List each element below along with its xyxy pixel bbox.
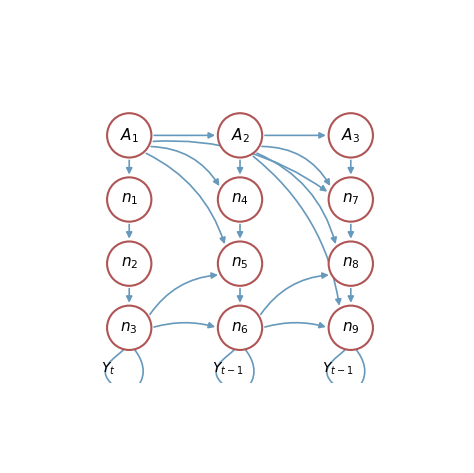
Text: $Y_{t-1}$: $Y_{t-1}$ <box>322 360 353 377</box>
FancyArrowPatch shape <box>154 133 213 138</box>
Text: $n_8$: $n_8$ <box>342 256 360 272</box>
FancyArrowPatch shape <box>237 224 243 237</box>
Text: $Y_{t-1}$: $Y_{t-1}$ <box>212 360 244 377</box>
Circle shape <box>107 306 151 350</box>
FancyArrowPatch shape <box>127 160 132 173</box>
FancyArrowPatch shape <box>154 323 213 328</box>
Text: $n_3$: $n_3$ <box>120 320 138 336</box>
Circle shape <box>107 177 151 222</box>
FancyArrowPatch shape <box>265 133 324 138</box>
Text: $n_6$: $n_6$ <box>231 320 249 336</box>
FancyArrowPatch shape <box>348 224 353 237</box>
FancyArrowPatch shape <box>262 147 329 184</box>
FancyArrowPatch shape <box>257 153 336 242</box>
Text: $n_4$: $n_4$ <box>231 192 249 207</box>
Circle shape <box>328 177 373 222</box>
Text: $n_2$: $n_2$ <box>120 256 138 272</box>
Text: $n_7$: $n_7$ <box>342 192 360 207</box>
Circle shape <box>107 113 151 158</box>
Circle shape <box>218 306 262 350</box>
FancyArrowPatch shape <box>265 323 324 328</box>
FancyArrowPatch shape <box>150 273 216 315</box>
Text: $A_1$: $A_1$ <box>120 126 139 145</box>
Circle shape <box>328 242 373 286</box>
Text: $n_9$: $n_9$ <box>342 320 360 336</box>
Text: $n_5$: $n_5$ <box>231 256 249 272</box>
FancyArrowPatch shape <box>348 160 353 173</box>
Circle shape <box>107 242 151 286</box>
Text: $Y_t$: $Y_t$ <box>101 360 116 377</box>
FancyArrowPatch shape <box>146 153 225 243</box>
FancyArrowPatch shape <box>253 156 341 304</box>
FancyArrowPatch shape <box>237 289 243 301</box>
FancyArrowPatch shape <box>261 273 327 315</box>
Circle shape <box>328 113 373 158</box>
FancyArrowPatch shape <box>127 289 132 301</box>
Text: $A_3$: $A_3$ <box>341 126 360 145</box>
FancyArrowPatch shape <box>237 160 243 173</box>
Text: $A_2$: $A_2$ <box>230 126 249 145</box>
FancyArrowPatch shape <box>151 147 219 184</box>
Text: $n_1$: $n_1$ <box>120 192 138 207</box>
FancyArrowPatch shape <box>153 141 326 191</box>
FancyArrowPatch shape <box>348 289 353 301</box>
Circle shape <box>218 242 262 286</box>
FancyArrowPatch shape <box>127 224 132 237</box>
Circle shape <box>218 113 262 158</box>
Circle shape <box>218 177 262 222</box>
Circle shape <box>328 306 373 350</box>
